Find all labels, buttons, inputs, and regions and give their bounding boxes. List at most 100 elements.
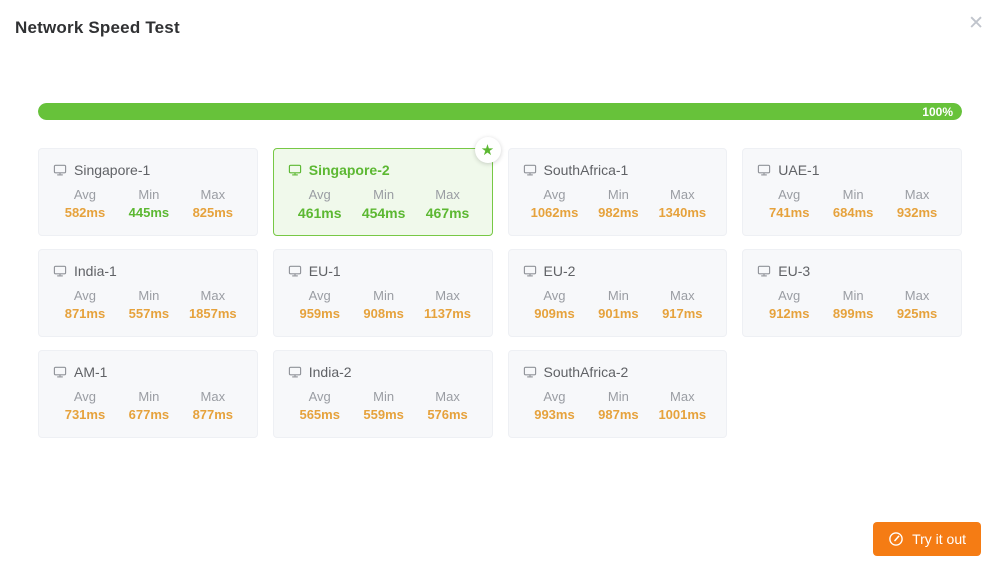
server-stats: Avg 871ms Min 557ms Max 1857ms	[53, 288, 245, 321]
stat-label: Min	[842, 288, 864, 303]
stat-min: Min 445ms	[117, 187, 181, 220]
monitor-icon	[288, 365, 302, 379]
stat-value: 871ms	[64, 306, 106, 321]
stat-value: 684ms	[832, 205, 874, 220]
stat-value: 982ms	[598, 205, 639, 220]
stat-value: 741ms	[768, 205, 810, 220]
stat-value: 1062ms	[530, 205, 579, 220]
stat-value: 445ms	[128, 205, 170, 220]
stat-min: Min 684ms	[821, 187, 885, 220]
server-card-southafrica-2[interactable]: SouthAfrica-2 Avg 993ms Min 987ms Max 1001ms …	[507, 350, 728, 438]
stat-label: Max	[904, 187, 930, 202]
dialog-header: Network Speed Test	[0, 0, 1000, 38]
stat-value: 993ms	[534, 407, 575, 422]
server-card-header: Singapore-1	[53, 162, 245, 178]
close-icon[interactable]: ✕	[968, 13, 984, 34]
server-name: SouthAfrica-2	[543, 364, 629, 380]
server-stats: Avg 1062ms Min 982ms Max 1340ms	[523, 187, 715, 220]
stat-min: Min 987ms	[586, 389, 650, 422]
server-name: EU-1	[308, 263, 341, 279]
stat-value: 925ms	[896, 306, 938, 321]
stat-avg: Avg 565ms	[288, 389, 352, 422]
stat-min: Min 559ms	[352, 389, 416, 422]
stat-label: Avg	[73, 288, 97, 303]
monitor-icon	[53, 365, 67, 379]
stat-max: Max 467ms	[416, 187, 480, 221]
try-it-out-label: Try it out	[912, 531, 966, 547]
stat-value: 582ms	[64, 205, 106, 220]
stat-max: Max 932ms	[885, 187, 949, 220]
stat-label: Min	[373, 389, 395, 404]
stat-avg: Avg 959ms	[288, 288, 352, 321]
stat-value: 559ms	[363, 407, 404, 422]
stat-avg: Avg 912ms	[757, 288, 821, 321]
monitor-icon	[53, 163, 67, 177]
stat-label: Min	[607, 288, 629, 303]
stat-max: Max 1340ms	[650, 187, 714, 220]
stat-value: 901ms	[598, 306, 639, 321]
server-name: AM-1	[74, 364, 108, 380]
stat-label: Avg	[778, 187, 801, 202]
stat-label: Avg	[543, 389, 566, 404]
server-name: EU-2	[543, 263, 576, 279]
stat-label: Min	[607, 187, 629, 202]
server-stats: Avg 565ms Min 559ms Max 576ms	[288, 389, 480, 422]
stat-label: Max	[435, 288, 460, 303]
stat-min: Min 899ms	[821, 288, 885, 321]
stat-value: 677ms	[128, 407, 170, 422]
server-name: India-1	[74, 263, 117, 279]
server-stats: Avg 909ms Min 901ms Max 917ms	[523, 288, 715, 321]
stat-value: 1340ms	[658, 205, 707, 220]
server-stats: Avg 959ms Min 908ms Max 1137ms	[288, 288, 480, 321]
stat-value: 877ms	[192, 407, 234, 422]
server-name: Singapore-2	[308, 162, 390, 178]
stat-min: Min 908ms	[352, 288, 416, 321]
stat-label: Max	[435, 187, 460, 202]
stat-max: Max 877ms	[181, 389, 245, 422]
stat-min: Min 454ms	[352, 187, 416, 221]
stat-max: Max 825ms	[181, 187, 245, 220]
try-it-out-button[interactable]: Try it out	[873, 522, 981, 556]
stat-value: 959ms	[299, 306, 340, 321]
server-card-southafrica-1[interactable]: SouthAfrica-1 Avg 1062ms Min 982ms Max 1340ms…	[507, 148, 728, 236]
progress-percent-label: 100%	[922, 104, 953, 119]
stat-label: Max	[904, 288, 930, 303]
stat-value: 576ms	[427, 407, 468, 422]
monitor-icon	[757, 163, 771, 177]
stat-label: Max	[200, 288, 226, 303]
stat-value: 899ms	[832, 306, 874, 321]
server-stats: Avg 993ms Min 987ms Max 1001ms	[523, 389, 715, 422]
stat-value: 557ms	[128, 306, 170, 321]
stat-avg: Avg 1062ms	[523, 187, 587, 220]
server-card-header: India-1	[53, 263, 245, 279]
server-card-header: EU-2	[523, 263, 715, 279]
stat-value: 908ms	[363, 306, 404, 321]
stat-value: 909ms	[534, 306, 575, 321]
stat-min: Min 982ms	[586, 187, 650, 220]
server-name: Singapore-1	[74, 162, 151, 178]
stat-value: 1001ms	[658, 407, 707, 422]
stat-min: Min 677ms	[117, 389, 181, 422]
stat-max: Max 1137ms	[416, 288, 480, 321]
stat-label: Min	[138, 389, 160, 404]
server-card-header: AM-1	[53, 364, 245, 380]
server-card-header: EU-3	[757, 263, 949, 279]
monitor-icon	[53, 264, 67, 278]
monitor-icon	[288, 163, 302, 177]
monitor-icon	[523, 365, 537, 379]
server-name: UAE-1	[778, 162, 820, 178]
stat-value: 917ms	[662, 306, 703, 321]
stat-value: 987ms	[598, 407, 639, 422]
page-title: Network Speed Test	[15, 18, 180, 37]
server-card-header: Singapore-2	[288, 162, 480, 178]
server-card-singapore-2[interactable]: Singapore-2 Avg 461ms Min 454ms Max 467ms ★	[272, 137, 501, 236]
server-stats: Avg 582ms Min 445ms Max 825ms	[53, 187, 245, 220]
